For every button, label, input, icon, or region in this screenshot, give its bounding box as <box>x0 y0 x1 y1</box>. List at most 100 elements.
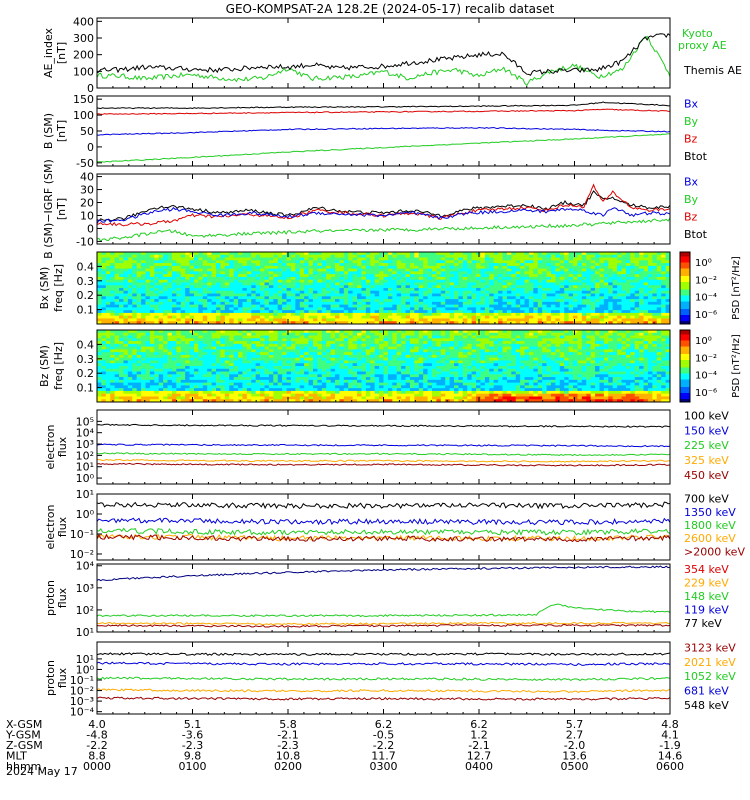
spectrogram-cell <box>211 385 217 389</box>
spectrogram-cell <box>528 282 534 286</box>
spectrogram-cell <box>167 357 173 361</box>
spectrogram-cell <box>211 357 217 361</box>
spectrogram-cell <box>246 366 252 370</box>
figure-title: GEO-KOMPSAT-2A 128.2E (2024-05-17) recal… <box>226 2 555 16</box>
spectrogram-cell <box>97 368 102 372</box>
spectrogram-cell <box>238 371 243 375</box>
spectrogram-cell <box>370 315 376 319</box>
spectrogram-cell <box>123 357 129 361</box>
spectrogram-cell <box>326 285 332 289</box>
spectrogram-cell <box>520 279 525 283</box>
spectrogram-cell <box>493 315 499 319</box>
spectrogram-cell <box>427 257 433 261</box>
spectrogram-cell <box>379 312 384 317</box>
spectrogram-cell <box>290 299 296 303</box>
spectrogram-cell <box>229 290 235 294</box>
spectrogram-cell <box>357 279 362 283</box>
spectrogram-cell <box>559 271 565 275</box>
spectrogram-cell <box>264 385 270 389</box>
spectrogram-cell <box>277 268 283 272</box>
spectrogram-cell <box>273 271 279 275</box>
colorbar-segment <box>680 304 690 307</box>
spectrogram-cell <box>639 254 644 258</box>
spectrogram-cell <box>656 321 662 325</box>
spectrogram-cell <box>277 274 283 278</box>
spectrogram-cell <box>506 288 512 292</box>
spectrogram-cell <box>171 274 177 278</box>
spectrogram-cell <box>608 301 614 306</box>
spectrogram-cell <box>145 354 151 359</box>
spectrogram-cell <box>211 279 217 283</box>
spectrogram-cell <box>251 385 257 389</box>
spectrogram-cell <box>625 257 631 261</box>
spectrogram-cell <box>308 304 314 308</box>
spectrogram-cell <box>207 268 212 272</box>
spectrogram-cell <box>312 343 318 348</box>
spectrogram-cell <box>132 318 138 322</box>
spectrogram-cell <box>220 307 226 311</box>
spectrogram-cell <box>105 379 111 384</box>
spectrogram-cell <box>251 254 257 258</box>
spectrogram-cell <box>185 282 190 286</box>
spectrogram-cell <box>167 301 173 306</box>
spectrogram-cell <box>299 368 305 372</box>
spectrogram-cell <box>207 257 212 261</box>
spectrogram-cell <box>427 265 433 270</box>
spectrogram-cell <box>550 265 556 270</box>
spectrogram-cell <box>149 296 155 300</box>
spectrogram-cell <box>537 257 543 261</box>
spectrogram-cell <box>105 343 111 348</box>
spectrogram-cell <box>304 341 309 345</box>
spectrogram-cell <box>251 299 257 303</box>
spectrogram-cell <box>229 279 235 283</box>
spectrogram-cell <box>216 257 221 261</box>
spectrogram-cell <box>374 315 380 319</box>
spectrogram-cell <box>661 252 666 256</box>
spectrogram-cell <box>595 252 600 256</box>
spectrogram-cell <box>643 263 649 267</box>
spectrogram-cell <box>299 299 305 303</box>
spectrogram-cell <box>216 388 221 392</box>
spectrogram-cell <box>295 276 301 281</box>
spectrogram-cell <box>498 268 503 272</box>
spectrogram-cell <box>550 271 556 275</box>
spectrogram-cell <box>145 271 151 275</box>
spectrogram-cell <box>97 379 102 384</box>
spectrogram-cell <box>105 368 111 372</box>
spectrogram-cell <box>595 310 600 314</box>
spectrogram-cell <box>436 288 442 292</box>
spectrogram-cell <box>339 282 345 286</box>
spectrogram-cell <box>224 254 230 258</box>
spectrogram-cell <box>299 393 305 397</box>
spectrogram-cell <box>158 260 164 264</box>
spectrogram-cell <box>119 388 124 392</box>
spectrogram-cell <box>136 296 142 300</box>
spectrogram-cell <box>255 371 261 375</box>
colorbar-segment <box>680 288 690 290</box>
spectrogram-cell <box>132 360 138 364</box>
spectrogram-cell <box>251 265 257 270</box>
spectrogram-cell <box>630 318 636 322</box>
spectrogram-cell <box>229 332 235 336</box>
spectrogram-cell <box>423 257 428 261</box>
spectrogram-cell <box>330 315 336 319</box>
spectrogram-cell <box>189 254 195 258</box>
spectrogram-cell <box>198 310 204 314</box>
spectrogram-cell <box>180 366 186 370</box>
spectrogram-cell <box>326 312 332 317</box>
spectrogram-cell <box>180 332 186 336</box>
spectrogram-cell <box>405 301 411 306</box>
spectrogram-cell <box>180 257 186 261</box>
spectrogram-cell <box>357 299 362 303</box>
spectrogram-cell <box>154 346 160 350</box>
spectrogram-cell <box>255 343 261 348</box>
spectrogram-cell <box>595 290 600 294</box>
spectrogram-cell <box>612 263 618 267</box>
spectrogram-cell <box>110 390 116 395</box>
spectrogram-cell <box>171 338 177 342</box>
spectrogram-cell <box>260 315 265 319</box>
spectrogram-cell <box>379 307 384 311</box>
spectrogram-cell <box>282 371 287 375</box>
spectrogram-cell <box>105 390 111 395</box>
spectrogram-cell <box>348 304 354 308</box>
